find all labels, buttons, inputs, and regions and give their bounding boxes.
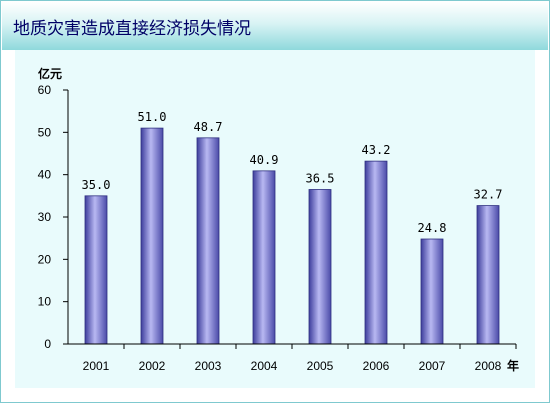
data-label-2004: 40.9: [250, 153, 279, 167]
y-tick-label: 60: [38, 83, 52, 97]
chart-title: 地质灾害造成直接经济损失情况: [13, 19, 251, 39]
bar-2002: [140, 127, 164, 345]
y-tick-label: 10: [38, 295, 52, 309]
data-label-2003: 48.7: [194, 120, 223, 134]
x-axis: 2001 2002 2003 2004 2005 2006 2007 2008: [68, 343, 517, 373]
y-tick-label: 30: [38, 210, 52, 224]
y-tick-label: 40: [38, 168, 52, 182]
bar-2006: [364, 160, 388, 345]
y-axis: 0 10 20 30 40 50 60: [38, 83, 69, 351]
bar-2004: [252, 170, 276, 345]
y-tick-label: 0: [44, 337, 51, 351]
x-tick-label-2007: 2007: [419, 359, 446, 373]
x-tick-label-2001: 2001: [83, 359, 110, 373]
bar-2001: [84, 195, 108, 345]
x-axis-unit: 年: [507, 358, 519, 373]
y-axis-unit: 亿元: [38, 66, 62, 81]
bar-2005: [308, 189, 332, 345]
bars: 35.0 51.0 48.7 40.9 36.5 43.2 24.8 32.7: [82, 110, 503, 345]
bar-2007: [420, 238, 444, 345]
x-tick-label-2003: 2003: [195, 359, 222, 373]
data-label-2005: 36.5: [306, 171, 335, 185]
title-band: 地质灾害造成直接经济损失情况: [2, 2, 548, 50]
x-tick-label-2005: 2005: [307, 359, 334, 373]
data-label-2007: 24.8: [418, 221, 447, 235]
y-tick-label: 50: [38, 125, 52, 139]
y-tick-label: 20: [38, 252, 52, 266]
bar-2008: [476, 205, 500, 345]
bar-2003: [196, 137, 220, 345]
data-label-2002: 51.0: [138, 110, 167, 124]
data-label-2008: 32.7: [474, 188, 503, 202]
data-label-2001: 35.0: [82, 178, 111, 192]
x-tick-label-2008: 2008: [475, 359, 502, 373]
x-tick-label-2002: 2002: [139, 359, 166, 373]
x-tick-label-2006: 2006: [363, 359, 390, 373]
x-tick-label-2004: 2004: [251, 359, 278, 373]
data-label-2006: 43.2: [362, 143, 391, 157]
